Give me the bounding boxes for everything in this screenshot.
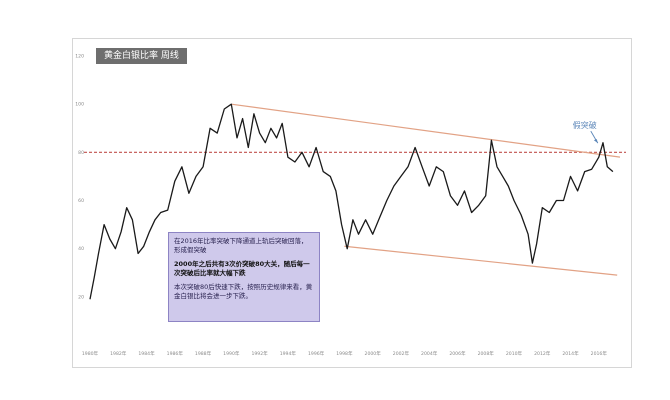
x-tick-label: 2000年	[365, 350, 382, 357]
x-tick-label: 2012年	[534, 350, 551, 357]
y-tick-label: 100	[75, 102, 84, 108]
x-tick-label: 2002年	[393, 350, 410, 357]
y-tick-label: 20	[78, 294, 84, 300]
x-tick-label: 1988年	[195, 350, 212, 357]
x-tick-label: 1994年	[280, 350, 297, 357]
callout-text-1: 在2016年比率突破下降通道上轨后突破回落，形成假突破	[174, 237, 308, 254]
x-tick-label: 1984年	[138, 350, 155, 357]
callout-text-2: 2000年之后共有3次价突破80大关，随后每一次突破后比率就大幅下跌	[174, 260, 310, 277]
x-tick-label: 2004年	[421, 350, 438, 357]
x-tick-label: 2014年	[562, 350, 579, 357]
x-tick-label: 1992年	[251, 350, 268, 357]
chart-title: 黄金白银比率 周线	[96, 48, 187, 64]
annotation-arrowhead	[593, 139, 598, 144]
channel-upper-line	[231, 103, 621, 158]
x-axis-ticks: 1980年 1982年 1984年 1986年 1988年 1990年 1992年 1994年…	[82, 350, 607, 357]
x-tick-label: 1980年	[82, 350, 99, 357]
y-tick-label: 60	[78, 198, 84, 204]
channel-lower-line	[344, 245, 618, 276]
y-tick-label: 40	[78, 246, 84, 252]
analysis-callout: 在2016年比率突破下降通道上轨后突破回落，形成假突破 2000年之后共有3次价…	[168, 232, 320, 322]
callout-text-3: 本次突破80后快速下跌，按照历史规律来看，黄金白银比将会进一步下跌。	[174, 283, 313, 300]
x-tick-label: 1998年	[336, 350, 353, 357]
annotations-layer: 假突破	[573, 120, 599, 144]
series-layer	[89, 103, 614, 300]
x-tick-label: 1990年	[223, 350, 240, 357]
reference-lines	[84, 103, 626, 276]
x-tick-label: 2006年	[449, 350, 466, 357]
annotation-label: 假突破	[573, 120, 597, 130]
x-tick-label: 2008年	[478, 350, 495, 357]
x-tick-label: 1986年	[167, 350, 184, 357]
chart-frame	[72, 38, 632, 368]
series-line-0	[89, 103, 614, 300]
y-tick-label: 120	[75, 54, 84, 60]
y-tick-label: 80	[78, 150, 84, 156]
x-tick-label: 2010年	[506, 350, 523, 357]
y-axis-ticks: 20 40 60 80 100 120	[75, 54, 84, 301]
x-tick-label: 1996年	[308, 350, 325, 357]
x-tick-label: 1982年	[110, 350, 127, 357]
x-tick-label: 2016年	[591, 350, 608, 357]
